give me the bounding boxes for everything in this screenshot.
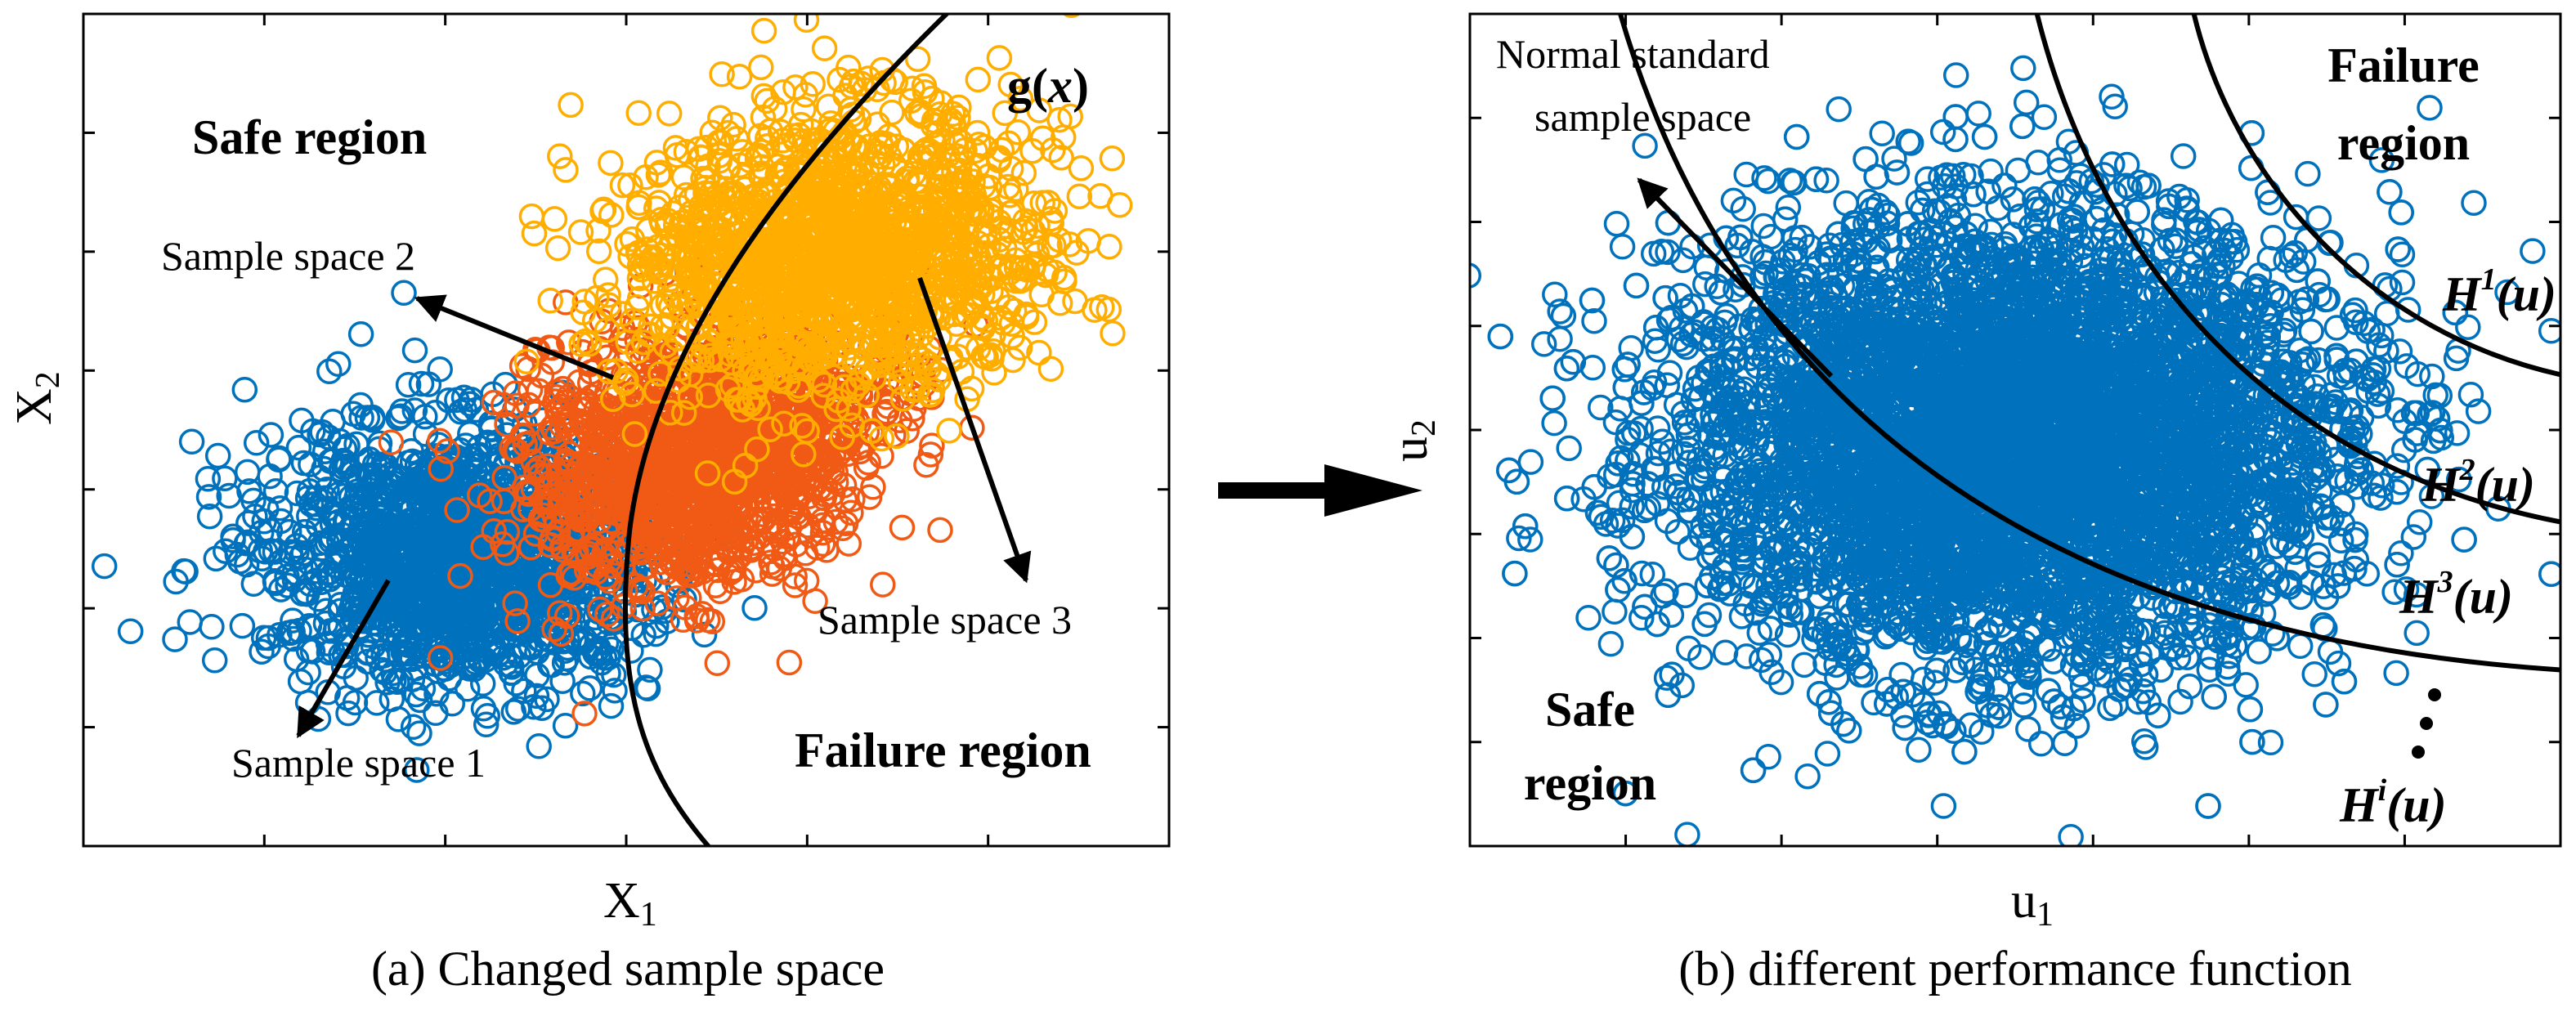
function-label-h3: H3(u) <box>2399 565 2513 624</box>
function-label-g: g(x) <box>1007 59 1089 113</box>
caption-b: (b) different performance function <box>1678 942 2352 996</box>
normal-space-points <box>1470 55 2560 846</box>
arrow-sample-space-2 <box>414 294 615 380</box>
limit-state-curve-h1 <box>2191 14 2560 378</box>
panel-b-scatter <box>1470 55 2560 846</box>
safe-region-label-a: Safe region <box>192 110 427 164</box>
ellipsis-dots <box>2412 688 2441 759</box>
panel-b: Normal standard sample space Failure reg… <box>1382 12 2562 996</box>
function-label-h1: H1(u) <box>2442 262 2556 321</box>
y-axis-label-b: u2 <box>1382 419 1443 462</box>
x-axis-label-a: X1 <box>603 873 657 934</box>
normal-space-label-1: Normal standard <box>1496 31 1770 77</box>
panel-b-ticks <box>1470 14 2560 846</box>
panel-a: Safe region Failure region Sample space … <box>7 12 1171 996</box>
normal-space-label-2: sample space <box>1534 94 1751 140</box>
function-label-h2: H2(u) <box>2421 453 2535 512</box>
limit-state-curve-g <box>622 14 951 846</box>
arrow-normal-space <box>1637 177 1834 378</box>
sample-space-2-label: Sample space 2 <box>161 233 415 279</box>
x-axis-label-b: u1 <box>2011 873 2054 934</box>
caption-a: (a) Changed sample space <box>371 942 885 996</box>
panel-a-ticks <box>83 14 1169 846</box>
failure-region-label-b1: Failure <box>2327 38 2480 92</box>
function-label-hi: Hi(u) <box>2339 773 2447 832</box>
failure-region-label-a: Failure region <box>795 723 1091 777</box>
sample-space-3-label: Sample space 3 <box>818 597 1072 643</box>
sample-space-1-label: Sample space 1 <box>231 740 486 786</box>
right-arrow-icon <box>1218 464 1422 517</box>
safe-region-label-b2: region <box>1524 756 1656 810</box>
y-axis-label-a: X2 <box>7 371 67 425</box>
arrow-sample-space-3 <box>917 277 1032 584</box>
limit-state-curve-h2 <box>2034 14 2560 525</box>
arrow-sample-space-1 <box>296 579 391 739</box>
limit-state-curve-h3 <box>1617 14 2560 673</box>
safe-region-label-b1: Safe <box>1545 683 1635 737</box>
failure-region-label-b2: region <box>2337 116 2470 170</box>
